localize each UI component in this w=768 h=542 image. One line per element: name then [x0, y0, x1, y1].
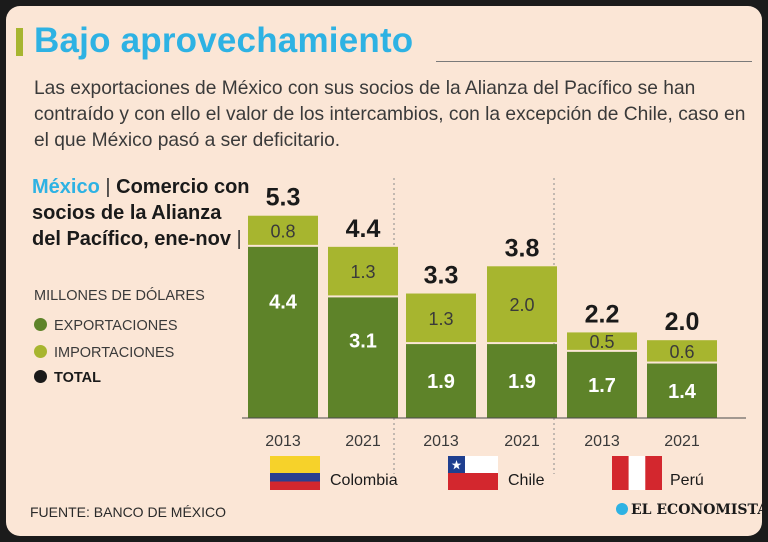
title-divider [436, 61, 752, 62]
export-value-label-0: 4.4 [269, 291, 298, 313]
export-value-label-2: 1.9 [427, 371, 455, 393]
publisher-logo: EL ECONOMISTA [616, 502, 762, 518]
logo-mark-icon [616, 503, 628, 515]
units-label: MILLONES DE DÓLARES [34, 288, 205, 304]
total-value-label-1: 4.4 [346, 215, 381, 243]
country-label-peru: Perú [670, 472, 704, 489]
bar-exports-5 [647, 363, 717, 418]
country-label-chile: Chile [508, 472, 545, 489]
heading-text: Comercio con socios de la Alianza del Pa… [32, 176, 250, 250]
total-value-label-5: 2.0 [665, 308, 700, 336]
legend-exports-dot [34, 318, 47, 331]
heading-separator-end: | [236, 228, 242, 250]
bar-imports-2 [406, 293, 476, 343]
year-tick-label-2: 2013 [423, 433, 459, 450]
page-title: Bajo aprovechamiento [34, 21, 414, 60]
export-value-label-5: 1.4 [668, 381, 697, 403]
export-value-label-1: 3.1 [349, 330, 377, 352]
heading-country: México [32, 176, 100, 198]
bar-imports-3 [487, 266, 557, 343]
bar-exports-0 [248, 246, 318, 418]
infographic-card: Bajo aprovechamiento Las exportaciones d… [6, 6, 762, 536]
import-value-label-3: 2.0 [509, 295, 534, 315]
heading-separator: | [105, 176, 111, 198]
stacked-bar-chart: 4.4 0.8 5.3 2013 3.1 1.3 4.4 2021 1.9 1.3 3.3 2013 1… [242, 178, 746, 474]
legend-total-label: TOTAL [54, 370, 101, 386]
export-value-label-3: 1.9 [508, 371, 536, 393]
year-tick-label-3: 2021 [504, 433, 540, 450]
colombia-flag-icon [270, 456, 320, 490]
year-tick-label-1: 2021 [345, 433, 381, 450]
bar-exports-3 [487, 344, 557, 418]
chile-flag-icon [448, 456, 498, 490]
legend-imports: IMPORTACIONES [34, 345, 174, 361]
import-value-label-0: 0.8 [270, 221, 295, 241]
total-value-label-2: 3.3 [424, 262, 459, 290]
legend-imports-dot [34, 345, 47, 358]
country-label-colombia: Colombia [330, 472, 398, 489]
bar-imports-4 [567, 332, 637, 350]
legend-exports-label: EXPORTACIONES [54, 318, 178, 334]
peru-flag-icon [612, 456, 662, 490]
source-note: FUENTE: BANCO DE MÉXICO [30, 504, 227, 520]
year-tick-label-5: 2021 [664, 433, 700, 450]
bar-exports-4 [567, 351, 637, 418]
legend-exports: EXPORTACIONES [34, 318, 178, 334]
year-tick-label-0: 2013 [265, 433, 301, 450]
bar-imports-0 [248, 215, 318, 245]
bar-exports-2 [406, 344, 476, 418]
logo-text: EL ECONOMISTA [631, 502, 762, 518]
import-value-label-5: 0.6 [669, 342, 694, 362]
bar-exports-1 [328, 297, 398, 418]
subtitle: Las exportaciones de México con sus soci… [34, 78, 746, 151]
title-accent-bar [16, 28, 23, 56]
import-value-label-1: 1.3 [350, 262, 375, 282]
bar-imports-1 [328, 246, 398, 296]
export-value-label-4: 1.7 [588, 375, 616, 397]
legend-total: TOTAL [34, 370, 101, 386]
bar-imports-5 [647, 340, 717, 362]
total-value-label-4: 2.2 [585, 300, 620, 328]
legend-imports-label: IMPORTACIONES [54, 345, 175, 361]
import-value-label-4: 0.5 [589, 332, 614, 352]
chart-heading: México | Comercio con socios de la Alian… [32, 174, 252, 252]
year-tick-label-4: 2013 [584, 433, 620, 450]
import-value-label-2: 1.3 [428, 309, 453, 329]
legend-total-dot [34, 370, 47, 383]
total-value-label-0: 5.3 [266, 184, 301, 212]
total-value-label-3: 3.8 [505, 234, 540, 262]
